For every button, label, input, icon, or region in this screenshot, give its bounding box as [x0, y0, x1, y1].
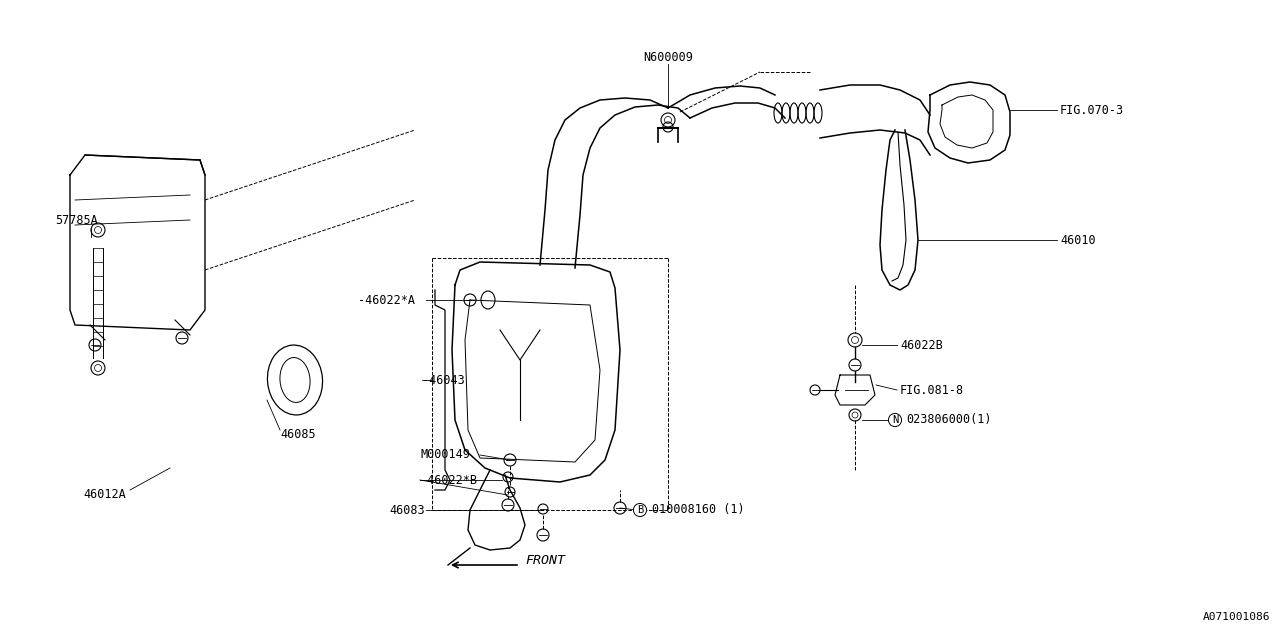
Text: FIG.070-3: FIG.070-3 [1060, 104, 1124, 116]
Text: 46012A: 46012A [83, 488, 127, 502]
Text: N600009: N600009 [643, 51, 692, 63]
Text: 46083: 46083 [389, 504, 425, 516]
Text: -46043: -46043 [422, 374, 465, 387]
Text: 46022B: 46022B [900, 339, 943, 351]
Text: 010008160 (1): 010008160 (1) [652, 504, 745, 516]
Text: -46022*A: -46022*A [358, 294, 415, 307]
Text: A071001086: A071001086 [1202, 612, 1270, 622]
Text: M000149: M000149 [420, 449, 470, 461]
Text: 023806000(1): 023806000(1) [906, 413, 992, 426]
Text: N: N [892, 415, 899, 425]
Text: -46022*B: -46022*B [420, 474, 477, 486]
Text: FRONT: FRONT [525, 554, 564, 568]
Text: FIG.081-8: FIG.081-8 [900, 383, 964, 397]
Text: B: B [637, 505, 643, 515]
Text: 46085: 46085 [280, 429, 316, 442]
Text: 57785A: 57785A [55, 214, 97, 227]
Text: 46010: 46010 [1060, 234, 1096, 246]
